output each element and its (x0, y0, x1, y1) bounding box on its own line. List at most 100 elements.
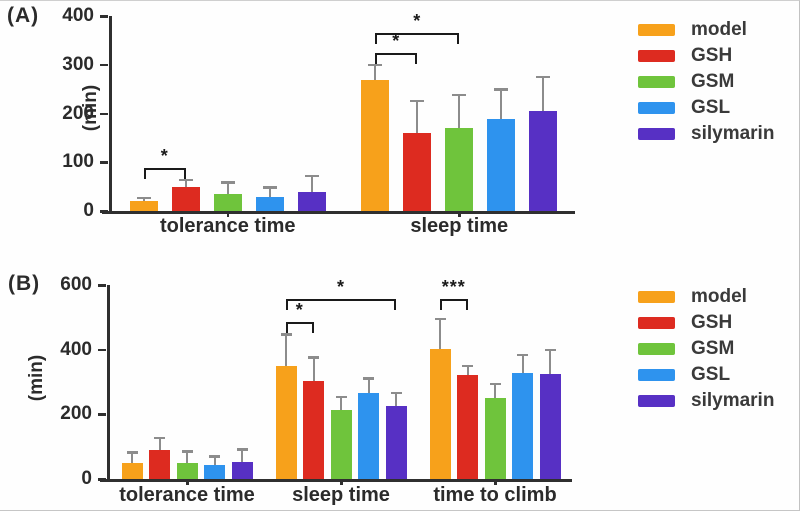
error-bar (500, 89, 503, 120)
bracket-end (311, 322, 314, 333)
y-tick-mark (100, 210, 108, 213)
legend-item: GSH (638, 310, 774, 336)
y-tick-label: 0 (81, 468, 92, 489)
error-bar (310, 175, 313, 193)
error-bar (395, 392, 397, 407)
category-label: tolerance time (119, 484, 255, 506)
legend-item: GSL (638, 362, 774, 388)
category-label: sleep time (410, 215, 509, 237)
error-bar (367, 378, 370, 394)
error-bar-cap (262, 186, 277, 189)
legend-label: silymarin (691, 390, 775, 411)
bracket-end (286, 322, 288, 333)
legend-swatch (638, 317, 675, 329)
significance-bracket: *** (440, 277, 468, 310)
legend-label: model (691, 286, 747, 307)
error-bar (458, 94, 461, 129)
legend-label: model (691, 19, 747, 40)
y-axis-line (109, 16, 112, 214)
x-tick-mark (186, 479, 189, 485)
legend-label: GSL (691, 364, 731, 385)
significance-bracket: * (286, 277, 396, 310)
significance-star: * (392, 31, 401, 52)
y-tick-mark (100, 15, 108, 18)
error-bar-cap (434, 317, 446, 321)
error-bar-cap (304, 174, 319, 178)
error-bar-cap (536, 75, 551, 79)
bracket-end (375, 54, 378, 65)
error-bar (268, 187, 271, 197)
bracket-end (143, 169, 146, 180)
bar (176, 463, 198, 479)
bracket-end (394, 299, 396, 310)
legend-swatch (638, 50, 675, 62)
y-axis-line (107, 285, 110, 482)
bar (429, 348, 451, 479)
y-tick-label: 400 (62, 5, 94, 26)
error-bar-cap (181, 450, 193, 453)
legend-item: silymarin (638, 388, 774, 414)
error-bar-cap (126, 451, 138, 454)
legend-a: model GSH GSM GSL silymarin (638, 17, 774, 147)
error-bar (158, 437, 161, 450)
y-tick-label: 200 (60, 403, 92, 425)
bar (457, 374, 478, 479)
bar (255, 196, 284, 211)
error-bar-cap (517, 353, 528, 357)
panel-a-label: (A) (7, 4, 40, 27)
error-bar (142, 197, 145, 202)
error-bar-cap (462, 364, 473, 368)
bar (484, 398, 506, 479)
bar (330, 410, 352, 479)
x-axis-line (100, 479, 572, 482)
significance-star: * (336, 276, 346, 297)
error-bar (439, 318, 441, 349)
error-bar (285, 334, 287, 367)
bar (231, 462, 253, 479)
legend-item: model (638, 284, 774, 310)
error-bar-cap (363, 377, 374, 380)
y-tick-mark (100, 63, 108, 67)
legend-b: model GSH GSM GSL silymarin (638, 284, 774, 414)
error-bar-cap (280, 333, 292, 336)
plot-area-a: 0 100 200 300 400 tolerance time sleep time * * * (62, 6, 575, 237)
significance-bracket: * (286, 300, 314, 333)
category-label: tolerance time (159, 215, 296, 237)
legend-swatch (638, 343, 675, 355)
error-bar (186, 451, 188, 464)
error-bar (131, 452, 133, 463)
y-tick-label: 200 (62, 102, 94, 124)
bar (358, 393, 379, 479)
error-bar (241, 449, 243, 463)
panel-b: (B) (min) 0 200 400 600 tolerance time sleep … (0, 256, 799, 512)
error-bar (374, 64, 377, 80)
bar (129, 201, 158, 211)
error-bar-cap (209, 455, 220, 458)
bar (213, 194, 242, 211)
bracket-end (286, 299, 288, 310)
legend-swatch (638, 76, 675, 88)
bracket-end (457, 34, 460, 45)
significance-star: *** (441, 276, 466, 297)
y-tick-mark (98, 284, 106, 287)
error-bar-cap (154, 436, 165, 440)
bar (487, 119, 516, 211)
error-bar-cap (308, 356, 319, 359)
plot-area-b: 0 200 400 600 tolerance time sleep time time t… (60, 275, 572, 506)
x-tick-mark (494, 479, 497, 485)
significance-bracket: * (375, 11, 460, 45)
bar (149, 449, 170, 479)
error-bar (226, 182, 229, 195)
error-bar (312, 357, 315, 382)
bar (297, 192, 326, 211)
bracket-end (465, 299, 468, 310)
y-tick-mark (98, 413, 106, 416)
legend-swatch (638, 24, 675, 36)
y-tick-label: 100 (62, 151, 94, 173)
error-bar-cap (368, 63, 383, 67)
bar (403, 133, 432, 211)
y-tick-mark (100, 161, 108, 164)
error-bar-cap (452, 93, 467, 97)
panel-b-label: (B) (8, 272, 41, 295)
bar (121, 462, 143, 479)
